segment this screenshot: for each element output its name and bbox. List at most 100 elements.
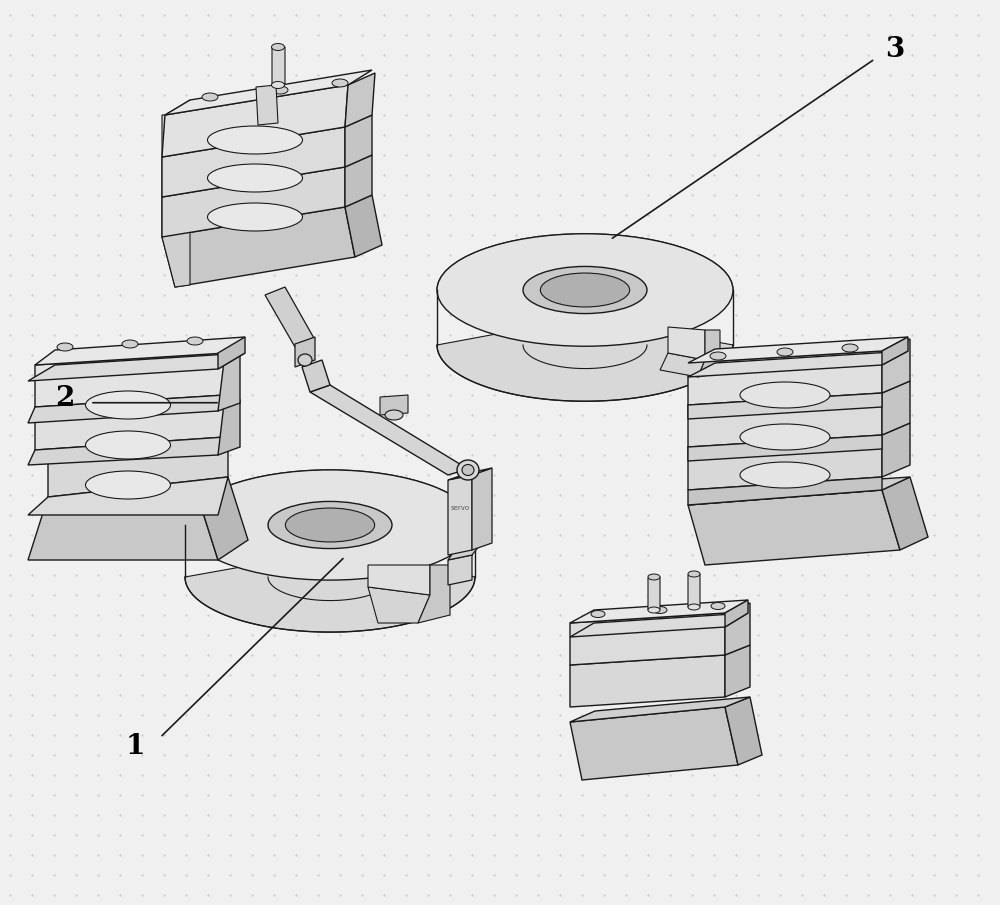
Polygon shape — [725, 600, 748, 627]
Ellipse shape — [86, 431, 170, 459]
Polygon shape — [48, 440, 228, 497]
Ellipse shape — [202, 93, 218, 101]
Polygon shape — [28, 395, 225, 423]
Ellipse shape — [523, 266, 647, 313]
Polygon shape — [28, 353, 245, 381]
Ellipse shape — [272, 86, 288, 94]
Ellipse shape — [285, 508, 375, 542]
Polygon shape — [688, 435, 882, 461]
Polygon shape — [570, 613, 748, 637]
Polygon shape — [368, 565, 430, 595]
Polygon shape — [162, 167, 345, 237]
Polygon shape — [688, 435, 882, 490]
Polygon shape — [162, 207, 355, 287]
Ellipse shape — [462, 464, 474, 475]
Polygon shape — [272, 47, 285, 85]
Polygon shape — [448, 555, 472, 585]
Polygon shape — [688, 490, 900, 565]
Polygon shape — [688, 574, 700, 607]
Ellipse shape — [648, 574, 660, 580]
Ellipse shape — [740, 424, 830, 450]
Text: 3: 3 — [885, 36, 905, 63]
Polygon shape — [688, 477, 910, 505]
Polygon shape — [688, 393, 882, 447]
Polygon shape — [648, 577, 660, 610]
Polygon shape — [882, 381, 910, 435]
Polygon shape — [725, 645, 750, 697]
Polygon shape — [35, 353, 225, 407]
Ellipse shape — [591, 611, 605, 617]
Ellipse shape — [437, 233, 733, 347]
Polygon shape — [688, 351, 882, 405]
Polygon shape — [345, 73, 375, 127]
Polygon shape — [882, 337, 908, 365]
Polygon shape — [218, 395, 240, 455]
Polygon shape — [310, 385, 468, 475]
Polygon shape — [688, 393, 882, 419]
Ellipse shape — [457, 460, 479, 480]
Polygon shape — [265, 287, 315, 347]
Polygon shape — [725, 603, 750, 655]
Polygon shape — [698, 330, 720, 377]
Text: servo: servo — [450, 505, 470, 511]
Polygon shape — [448, 468, 492, 480]
Ellipse shape — [332, 79, 348, 87]
Polygon shape — [688, 351, 908, 377]
Polygon shape — [165, 70, 372, 115]
Ellipse shape — [185, 470, 475, 580]
Polygon shape — [688, 337, 908, 363]
Polygon shape — [380, 395, 408, 415]
Polygon shape — [185, 470, 475, 632]
Polygon shape — [35, 337, 245, 365]
Ellipse shape — [272, 81, 285, 89]
Ellipse shape — [777, 348, 793, 356]
Ellipse shape — [711, 603, 725, 609]
Text: 1: 1 — [125, 733, 145, 760]
Polygon shape — [302, 360, 330, 392]
Ellipse shape — [710, 352, 726, 360]
Ellipse shape — [86, 471, 170, 499]
Polygon shape — [688, 477, 882, 505]
Ellipse shape — [208, 203, 302, 231]
Ellipse shape — [385, 410, 403, 420]
Polygon shape — [882, 477, 928, 550]
Ellipse shape — [208, 164, 302, 192]
Polygon shape — [218, 337, 245, 369]
Polygon shape — [882, 423, 910, 477]
Polygon shape — [668, 327, 705, 360]
Ellipse shape — [688, 604, 700, 610]
Ellipse shape — [298, 354, 312, 366]
Polygon shape — [660, 353, 705, 377]
Polygon shape — [256, 85, 278, 125]
Ellipse shape — [740, 382, 830, 408]
Polygon shape — [570, 600, 748, 623]
Polygon shape — [725, 697, 762, 765]
Polygon shape — [218, 353, 240, 411]
Polygon shape — [448, 545, 480, 560]
Polygon shape — [570, 655, 725, 707]
Polygon shape — [28, 437, 225, 465]
Polygon shape — [570, 613, 725, 665]
Polygon shape — [35, 395, 225, 450]
Polygon shape — [472, 468, 492, 550]
Polygon shape — [345, 115, 372, 167]
Polygon shape — [570, 707, 738, 780]
Polygon shape — [198, 477, 248, 560]
Ellipse shape — [208, 126, 302, 154]
Polygon shape — [882, 339, 910, 393]
Ellipse shape — [688, 571, 700, 577]
Text: 2: 2 — [55, 385, 75, 412]
Ellipse shape — [540, 273, 630, 307]
Polygon shape — [448, 475, 472, 555]
Polygon shape — [162, 100, 190, 287]
Ellipse shape — [842, 344, 858, 352]
Ellipse shape — [648, 607, 660, 613]
Polygon shape — [437, 233, 733, 401]
Ellipse shape — [86, 391, 170, 419]
Polygon shape — [345, 195, 382, 257]
Polygon shape — [345, 155, 372, 207]
Polygon shape — [28, 497, 218, 560]
Polygon shape — [162, 85, 348, 157]
Ellipse shape — [272, 43, 285, 51]
Polygon shape — [418, 565, 450, 623]
